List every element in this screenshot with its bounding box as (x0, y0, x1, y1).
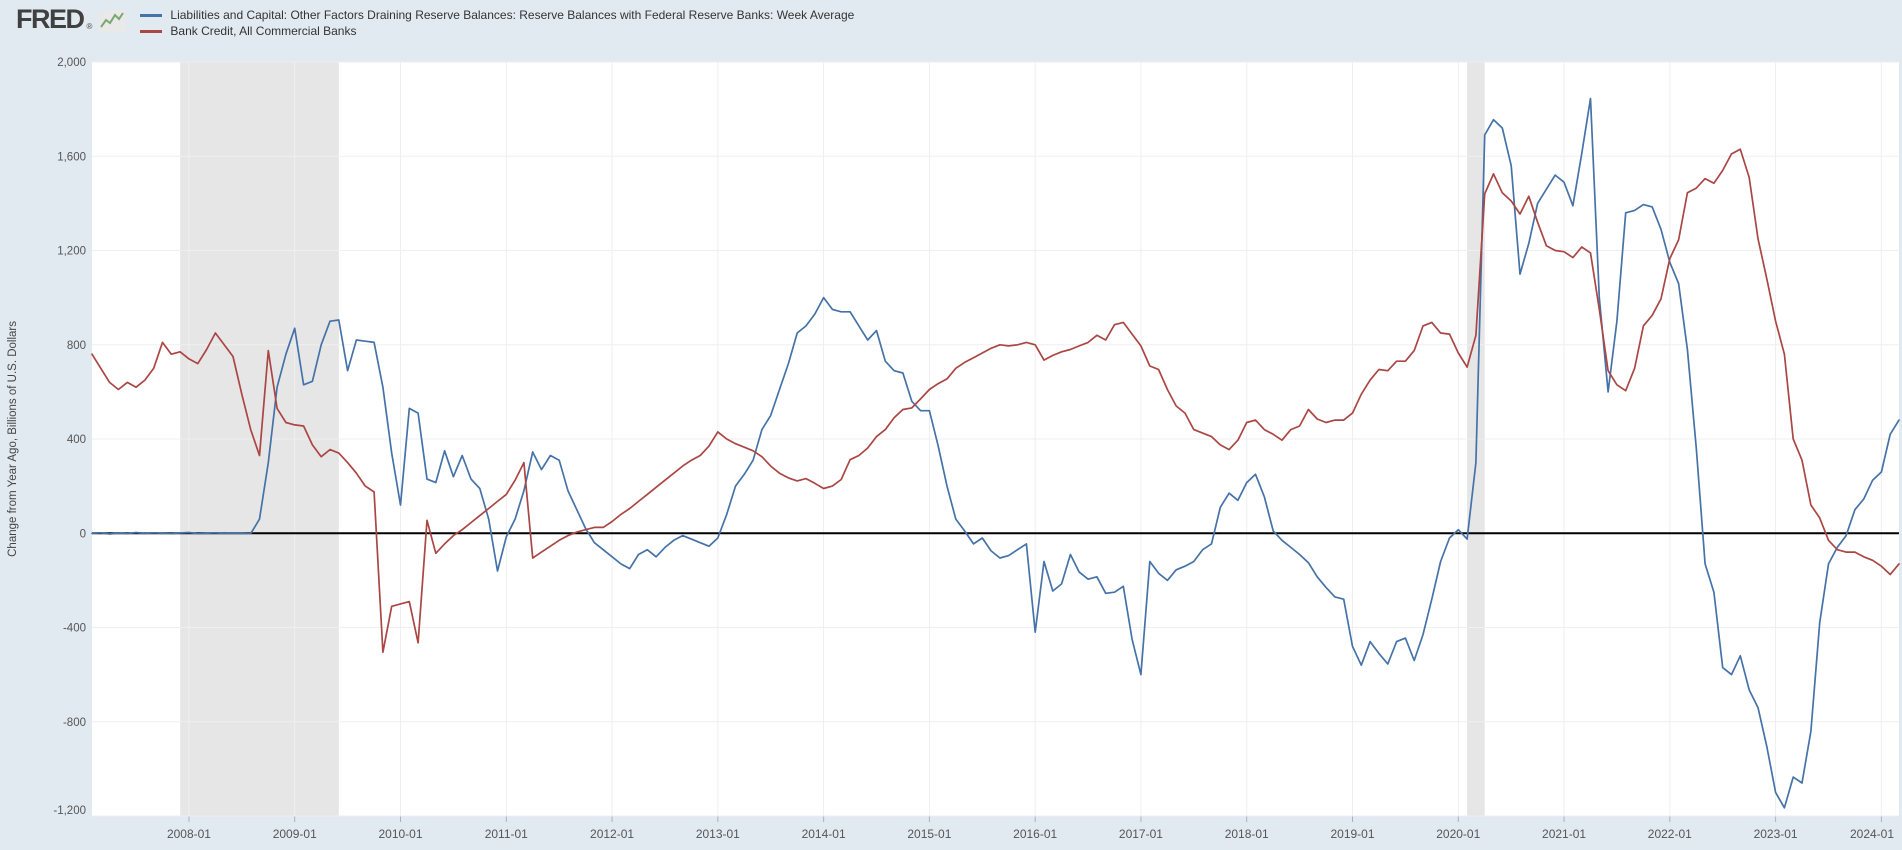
legend-item-reserve-balances: Liabilities and Capital: Other Factors D… (140, 8, 854, 22)
x-tick-label: 2021-01 (1542, 827, 1586, 841)
fred-sparkline-icon (98, 10, 127, 32)
x-tick-label: 2011-01 (485, 827, 528, 841)
chart-plot-area[interactable] (92, 62, 1899, 816)
x-tick-label: 2022-01 (1648, 827, 1692, 841)
x-tick-label: 2009-01 (273, 827, 317, 841)
x-tick-label: 2015-01 (907, 827, 951, 841)
y-tick-label: 400 (67, 434, 86, 446)
series-line-reserve-balances (91, 97, 1900, 809)
x-tick-label: 2024-01 (1850, 827, 1894, 841)
series-line-bank-credit (91, 148, 1900, 654)
x-tick-label: 2010-01 (378, 827, 422, 841)
y-tick-label: -400 (63, 623, 86, 635)
x-tick-label: 2014-01 (802, 827, 846, 841)
y-axis-title-column: Change from Year Ago, Billions of U.S. D… (2, 62, 24, 816)
x-tick-label: 2023-01 (1754, 827, 1798, 841)
fred-logo-text: FRED (16, 4, 85, 34)
legend-swatch-red (140, 29, 163, 33)
y-tick-label: 0 (80, 528, 86, 540)
chart-header: FRED ® Liabilities and Capital: Other Fa… (16, 4, 854, 39)
chart-legend: Liabilities and Capital: Other Factors D… (140, 8, 854, 38)
legend-label: Liabilities and Capital: Other Factors D… (170, 8, 855, 22)
x-tick-label: 2008-01 (167, 827, 211, 841)
y-tick-label: 1,200 (57, 246, 86, 258)
x-tick-label: 2012-01 (590, 827, 634, 841)
registered-mark: ® (86, 22, 93, 31)
y-tick-label: -1,200 (53, 805, 86, 817)
y-axis-title: Change from Year Ago, Billions of U.S. D… (7, 321, 19, 557)
x-tick-label: 2020-01 (1436, 827, 1480, 841)
legend-swatch-blue (140, 13, 163, 17)
x-tick-label: 2013-01 (696, 827, 740, 841)
legend-label: Bank Credit, All Commercial Banks (170, 24, 357, 38)
y-tick-label: 800 (67, 340, 86, 352)
y-tick-label: -800 (63, 717, 86, 729)
x-tick-label: 2019-01 (1330, 827, 1374, 841)
x-tick-label: 2016-01 (1013, 827, 1057, 841)
x-tick-label: 2018-01 (1225, 827, 1269, 841)
y-tick-label: 2,000 (57, 57, 86, 69)
fred-logo: FRED ® (16, 4, 127, 34)
legend-item-bank-credit: Bank Credit, All Commercial Banks (140, 24, 854, 38)
y-tick-label: 1,600 (57, 151, 86, 163)
x-tick-label: 2017-01 (1119, 827, 1163, 841)
